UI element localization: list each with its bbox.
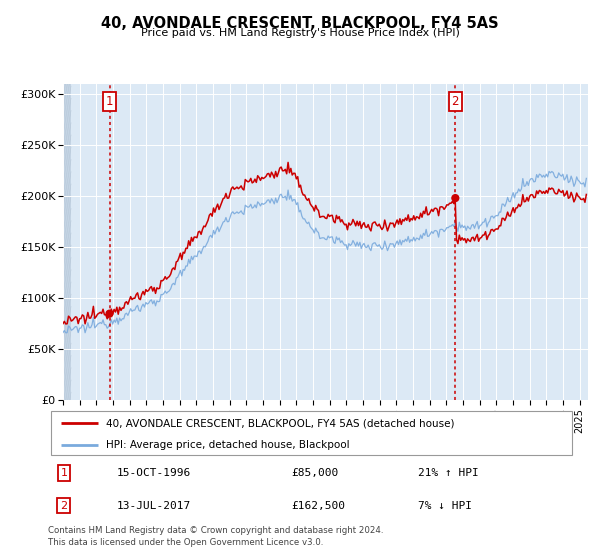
Text: 1: 1	[61, 468, 67, 478]
Text: 1: 1	[106, 95, 113, 108]
Point	[105, 309, 115, 318]
Text: 15-OCT-1996: 15-OCT-1996	[116, 468, 191, 478]
Text: 2: 2	[452, 95, 459, 108]
Text: £162,500: £162,500	[291, 501, 345, 511]
Text: 21% ↑ HPI: 21% ↑ HPI	[418, 468, 478, 478]
Text: 2: 2	[60, 501, 67, 511]
Text: £85,000: £85,000	[291, 468, 338, 478]
Text: 7% ↓ HPI: 7% ↓ HPI	[418, 501, 472, 511]
Point	[451, 194, 460, 203]
Text: This data is licensed under the Open Government Licence v3.0.: This data is licensed under the Open Gov…	[48, 538, 323, 547]
Text: 40, AVONDALE CRESCENT, BLACKPOOL, FY4 5AS (detached house): 40, AVONDALE CRESCENT, BLACKPOOL, FY4 5A…	[106, 418, 455, 428]
Text: HPI: Average price, detached house, Blackpool: HPI: Average price, detached house, Blac…	[106, 440, 350, 450]
FancyBboxPatch shape	[50, 412, 572, 455]
Text: Contains HM Land Registry data © Crown copyright and database right 2024.: Contains HM Land Registry data © Crown c…	[48, 526, 383, 535]
Text: 40, AVONDALE CRESCENT, BLACKPOOL, FY4 5AS: 40, AVONDALE CRESCENT, BLACKPOOL, FY4 5A…	[101, 16, 499, 31]
Text: Price paid vs. HM Land Registry's House Price Index (HPI): Price paid vs. HM Land Registry's House …	[140, 28, 460, 38]
Text: 13-JUL-2017: 13-JUL-2017	[116, 501, 191, 511]
Polygon shape	[63, 84, 71, 400]
